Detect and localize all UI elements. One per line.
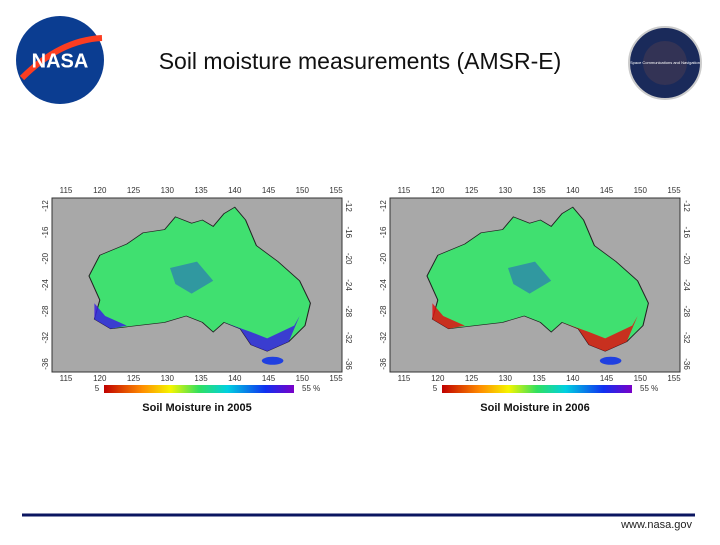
slide-title: Soil moisture measurements (AMSR-E): [159, 48, 562, 74]
lat-tick-label: -16: [344, 227, 353, 239]
wet-band: [562, 316, 638, 352]
lon-tick-label: 140: [566, 186, 580, 195]
lat-tick-label: -20: [41, 252, 50, 264]
lon-tick-label: 115: [60, 374, 73, 383]
lat-tick-label: -20: [682, 253, 691, 265]
scan-logo: Space Communications and Navigation: [628, 26, 702, 100]
wet-patch: [508, 261, 552, 294]
scale-min: 5: [95, 384, 100, 393]
australia: [88, 206, 311, 365]
australia: [426, 206, 649, 365]
lat-tick-label: -24: [379, 279, 388, 291]
footer-url: www.nasa.gov: [620, 519, 692, 531]
lon-tick-label: 145: [600, 186, 614, 195]
lat-tick-label: -12: [379, 200, 388, 212]
lon-tick-label: 115: [398, 186, 411, 195]
lat-tick-label: -20: [379, 252, 388, 264]
lon-tick-label: 150: [634, 374, 648, 383]
lat-tick-label: -28: [379, 305, 388, 317]
lon-tick-label: 115: [60, 186, 73, 195]
wet-band: [94, 303, 127, 329]
lat-tick-label: -12: [682, 200, 691, 212]
lat-tick-label: -32: [344, 332, 353, 344]
lon-tick-label: 120: [93, 374, 107, 383]
logo-text: NASA: [32, 50, 89, 72]
lon-tick-label: 120: [431, 374, 445, 383]
lon-tick-label: 150: [296, 186, 310, 195]
lon-tick-label: 140: [566, 374, 580, 383]
logo-text: Space Communications and Navigation: [630, 60, 700, 65]
map-caption: Soil Moisture in 2006: [480, 402, 589, 414]
lat-tick-label: -16: [379, 226, 388, 238]
lat-tick-label: -28: [682, 306, 691, 318]
tasmania: [599, 356, 622, 365]
wet-patch: [170, 261, 214, 294]
lon-tick-label: 145: [262, 374, 276, 383]
maps: 115 115 120 120 125 125 130 130 135 135 140 140 145 1…: [41, 186, 691, 414]
lon-tick-label: 145: [600, 374, 614, 383]
scale-max: 55 %: [640, 384, 658, 393]
lon-tick-label: 140: [228, 186, 242, 195]
lon-tick-label: 120: [93, 186, 107, 195]
lon-tick-label: 155: [667, 374, 681, 383]
lon-tick-label: 135: [194, 374, 208, 383]
lon-tick-label: 135: [532, 186, 546, 195]
lat-tick-label: -16: [682, 227, 691, 239]
lon-tick-label: 130: [161, 374, 175, 383]
lat-tick-label: -12: [41, 200, 50, 212]
lon-tick-label: 125: [465, 374, 479, 383]
lon-tick-label: 115: [398, 374, 411, 383]
lat-tick-label: -32: [379, 331, 388, 343]
lat-tick-label: -36: [344, 358, 353, 370]
lon-tick-label: 155: [329, 186, 343, 195]
lat-tick-label: -16: [41, 226, 50, 238]
lon-tick-label: 130: [499, 374, 513, 383]
lon-tick-label: 130: [161, 186, 175, 195]
lon-tick-label: 155: [667, 186, 681, 195]
lat-tick-label: -36: [682, 358, 691, 370]
lat-tick-label: -24: [41, 279, 50, 291]
lat-tick-label: -28: [344, 306, 353, 318]
soil-map: 115 115 120 120 125 125 130 130 135 135 140 140 145 1…: [379, 186, 691, 414]
lon-tick-label: 125: [127, 186, 141, 195]
wet-band: [224, 316, 300, 352]
lon-tick-label: 145: [262, 186, 276, 195]
lat-tick-label: -36: [379, 358, 388, 370]
lat-tick-label: -32: [41, 331, 50, 343]
lat-tick-label: -24: [344, 279, 353, 291]
lat-tick-label: -28: [41, 305, 50, 317]
lon-tick-label: 140: [228, 374, 242, 383]
lat-tick-label: -12: [344, 200, 353, 212]
scale-max: 55 %: [302, 384, 320, 393]
lon-tick-label: 155: [329, 374, 343, 383]
nasa-logo: NASA: [16, 16, 104, 104]
lon-tick-label: 150: [634, 186, 648, 195]
map-caption: Soil Moisture in 2005: [142, 402, 251, 414]
wet-band: [432, 303, 465, 329]
lon-tick-label: 135: [194, 186, 208, 195]
scale-min: 5: [433, 384, 438, 393]
lon-tick-label: 125: [127, 374, 141, 383]
lat-tick-label: -32: [682, 332, 691, 344]
lon-tick-label: 130: [499, 186, 513, 195]
soil-map: 115 115 120 120 125 125 130 130 135 135 140 140 145 1…: [41, 186, 353, 414]
lon-tick-label: 125: [465, 186, 479, 195]
tasmania: [261, 356, 284, 365]
lon-tick-label: 150: [296, 374, 310, 383]
lat-tick-label: -20: [344, 253, 353, 265]
lat-tick-label: -36: [41, 358, 50, 370]
color-bar: [104, 385, 294, 393]
lat-tick-label: -24: [682, 279, 691, 291]
lon-tick-label: 135: [532, 374, 546, 383]
lon-tick-label: 120: [431, 186, 445, 195]
color-bar: [442, 385, 632, 393]
